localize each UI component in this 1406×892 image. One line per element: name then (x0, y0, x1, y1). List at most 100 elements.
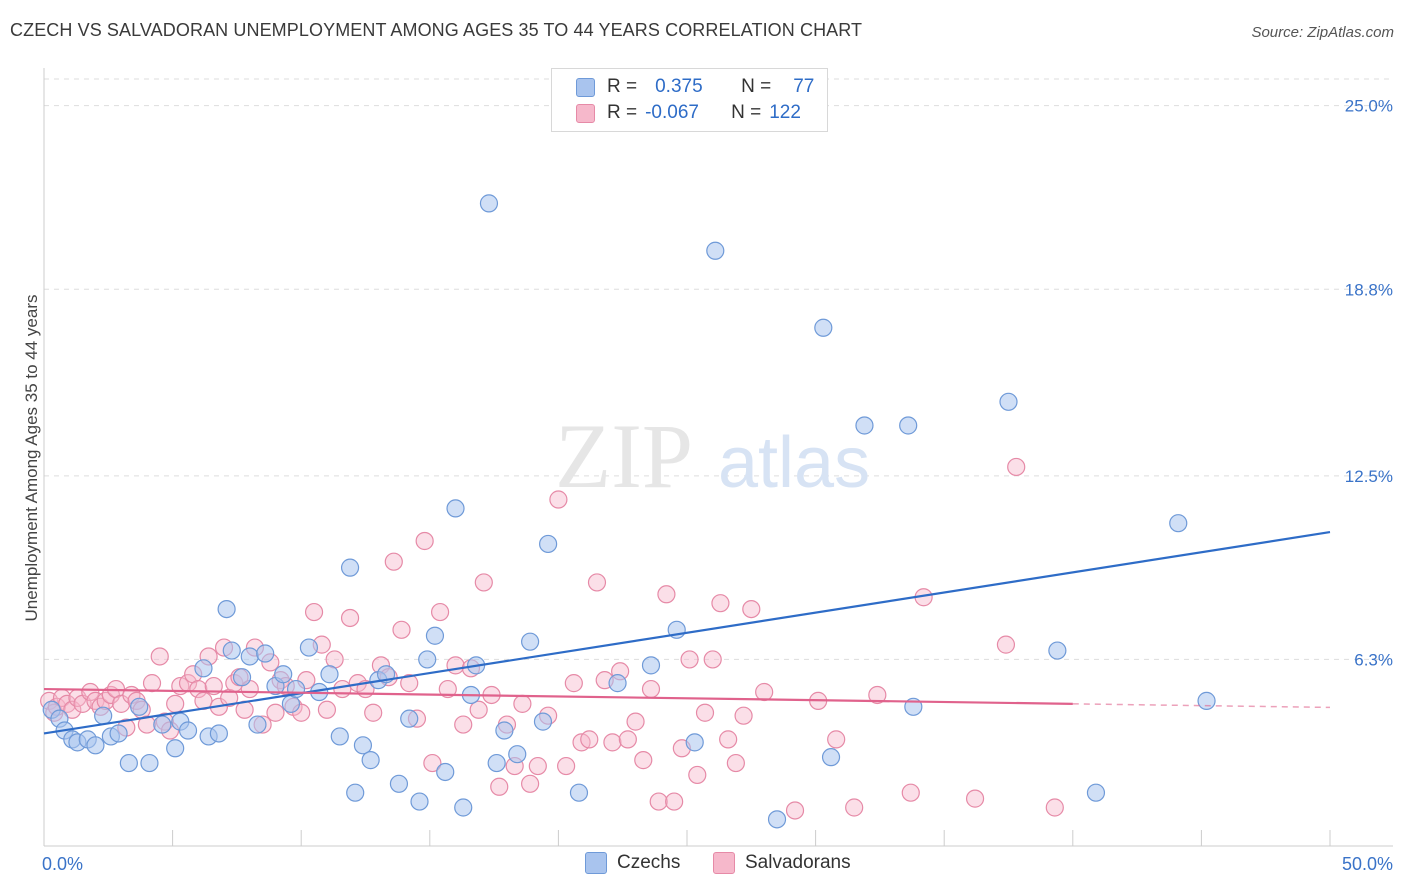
czechs-point (217, 599, 236, 619)
salvadorans-point (734, 706, 753, 725)
czechs-point (569, 783, 589, 802)
czechs-point (1197, 691, 1216, 710)
salvadorans-point (438, 679, 457, 699)
czechs-swatch (585, 852, 607, 874)
czechs-point (119, 753, 138, 773)
salvadorans-point (711, 594, 730, 613)
legend-n-label: N = (731, 102, 762, 123)
salvadorans-point (446, 656, 465, 675)
salvadorans-point (996, 635, 1016, 654)
czechs-point (248, 715, 267, 734)
salvadorans-point (333, 679, 352, 699)
czechs-swatch (576, 77, 595, 97)
salvadorans-point (364, 703, 383, 722)
czechs-point (166, 739, 185, 758)
salvadorans-point (587, 573, 607, 592)
salvadorans-point (317, 700, 337, 719)
czechs-point (521, 632, 540, 651)
czechs-point (454, 798, 473, 817)
czechs-point (495, 721, 514, 740)
salvadorans-point (719, 730, 738, 749)
salvadorans-point (726, 753, 745, 773)
czechs-point (209, 724, 228, 743)
salvadorans-point (649, 792, 668, 811)
czechs-label: Czechs (617, 852, 681, 873)
czechs-point (130, 697, 149, 716)
czechs-point (1086, 783, 1106, 802)
salvadorans-point (742, 599, 761, 619)
czechs-point (194, 659, 213, 678)
y-tick-label: 18.8% (1345, 280, 1393, 299)
salvadorans-point (142, 674, 162, 693)
y-tick-label: 6.3% (1354, 650, 1393, 669)
czechs-point (533, 712, 553, 731)
czechs-point (240, 647, 259, 666)
salvadorans-label: Salvadorans (745, 852, 851, 873)
czechs-point (479, 194, 499, 213)
salvadorans-point (469, 700, 488, 719)
salvadorans-point (400, 674, 419, 693)
legend-r-value: 0.375 (655, 76, 703, 97)
czechs-point (94, 706, 113, 725)
trend-lines (43, 531, 1331, 735)
czechs-point (436, 762, 455, 782)
legend-n-value: 122 (769, 102, 801, 123)
salvadorans-point (490, 777, 509, 796)
bottom-legend: Czechs Salvadorans (0, 852, 1406, 878)
czechs-point (855, 416, 874, 435)
salvadorans-point (688, 765, 707, 785)
czechs-point (608, 674, 627, 693)
czechs-point (389, 774, 409, 793)
salvadorans-point (415, 531, 434, 551)
czechs-point (400, 709, 419, 728)
salvadorans-point (430, 602, 450, 622)
grid-lines (44, 78, 1393, 660)
salvadorans-trend-line (43, 687, 1073, 705)
chart-title: CZECH VS SALVADORAN UNEMPLOYMENT AMONG A… (10, 20, 863, 40)
czechs-point (446, 499, 465, 518)
czechs-point (140, 753, 159, 773)
salvadorans-point (1045, 798, 1064, 817)
czechs-point (232, 668, 252, 687)
salvadorans-point (86, 691, 105, 710)
czechs-point (299, 638, 319, 657)
legend-n-value: 77 (793, 76, 815, 97)
salvadorans-point (58, 694, 77, 713)
salvadorans-point (603, 733, 622, 752)
salvadorans-point (63, 700, 82, 719)
salvadorans-point (304, 602, 324, 622)
y-tick-label: 12.5% (1345, 467, 1393, 486)
czechs-point (330, 727, 349, 746)
salvadorans-point (189, 679, 208, 699)
salvadorans-point (868, 685, 887, 705)
salvadorans-point (665, 792, 684, 811)
salvadorans-point (474, 573, 493, 592)
czechs-point (1169, 514, 1188, 533)
czechs-point (346, 783, 365, 802)
legend-r-value: -0.067 (645, 102, 699, 123)
salvadorans-point (266, 703, 285, 722)
czechs-point (899, 416, 918, 435)
czechs-point (418, 650, 437, 669)
czechs-point (508, 745, 527, 764)
czechs-point (353, 736, 373, 755)
salvadorans-point (81, 682, 100, 702)
salvadorans-point (521, 774, 540, 793)
source-label: Source: ZipAtlas.com (1251, 24, 1394, 41)
x-tick-label: 50.0% (1342, 854, 1393, 874)
salvadorans-point (641, 679, 661, 699)
czechs-point (256, 644, 275, 663)
axes (43, 68, 1393, 847)
salvadorans-point (384, 552, 403, 571)
salvadorans-point (150, 647, 169, 666)
salvadorans-point (557, 756, 576, 776)
salvadorans-point (454, 715, 473, 734)
czechs-point (109, 724, 128, 743)
czechs-point (425, 626, 445, 645)
salvadorans-point (423, 753, 442, 773)
czechs-trend-line (43, 531, 1331, 735)
salvadorans-point (340, 608, 360, 628)
legend: R = 0.375 N = 77 R = -0.067 N = 122 (551, 68, 828, 132)
salvadorans-point (549, 490, 568, 509)
